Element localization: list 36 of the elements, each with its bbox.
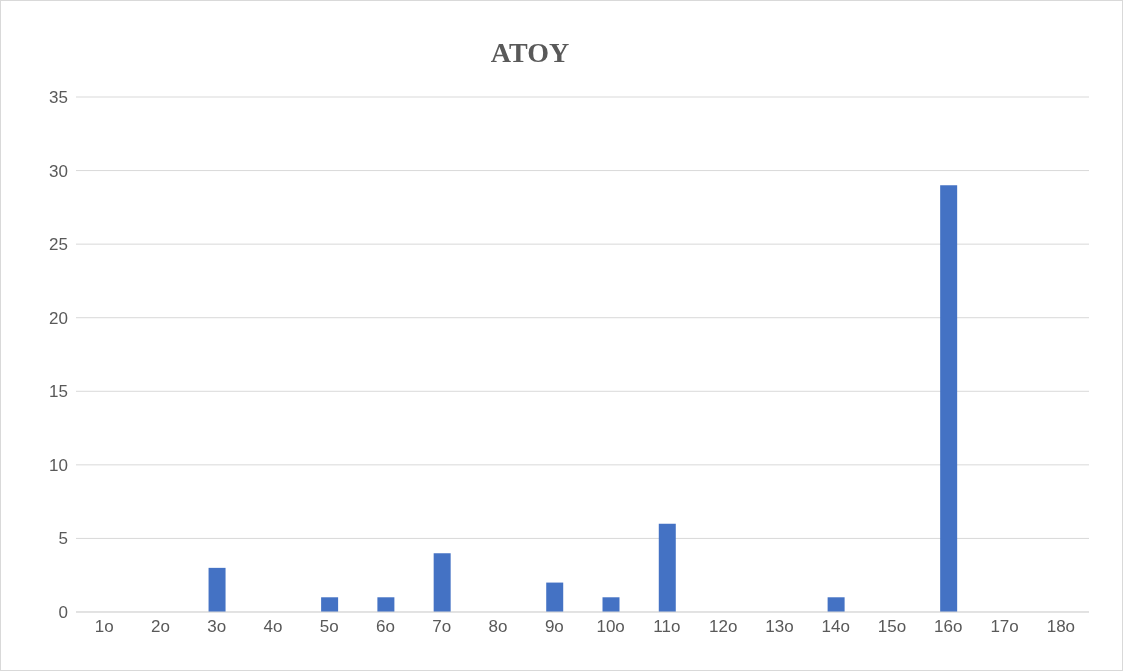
x-tick-label: 2o	[150, 617, 170, 637]
y-tick-label: 10	[49, 455, 68, 475]
x-tick-label: 9o	[544, 617, 564, 637]
x-tick-label: 5o	[319, 617, 339, 637]
y-tick-label: 30	[49, 161, 68, 181]
x-tick-label: 18o	[1046, 617, 1076, 637]
bar	[208, 567, 226, 612]
y-tick-label: 25	[49, 235, 68, 255]
y-tick-label: 15	[49, 382, 68, 402]
x-tick-label: 14o	[821, 617, 850, 637]
bar	[940, 185, 958, 612]
x-tick-label: 13o	[765, 617, 794, 637]
x-tick-label: 16o	[934, 617, 963, 637]
x-tick-label: 17o	[990, 617, 1019, 637]
x-tick-label: 12o	[709, 617, 738, 637]
x-tick-label: 15o	[877, 617, 907, 637]
x-tick-label: 11o	[653, 617, 681, 637]
bar	[433, 553, 451, 612]
bar	[827, 597, 845, 612]
y-tick-label: 35	[49, 88, 68, 108]
bar	[321, 597, 339, 612]
bar	[546, 582, 564, 612]
bar	[602, 597, 620, 612]
y-tick-label: 20	[49, 308, 68, 328]
x-tick-label: 1o	[94, 617, 114, 637]
x-tick-label: 6o	[376, 617, 395, 637]
y-tick-label: 5	[58, 529, 68, 549]
x-tick-label: 10o	[596, 617, 625, 637]
x-tick-label: 4o	[263, 617, 283, 637]
x-tick-label: 7o	[432, 617, 452, 637]
x-tick-label: 3o	[207, 617, 227, 637]
x-tick-label: 8o	[488, 617, 508, 637]
y-tick-label: 0	[58, 603, 68, 623]
chart-title: ATOY	[489, 37, 571, 69]
bar	[377, 597, 395, 612]
bar	[658, 523, 676, 612]
